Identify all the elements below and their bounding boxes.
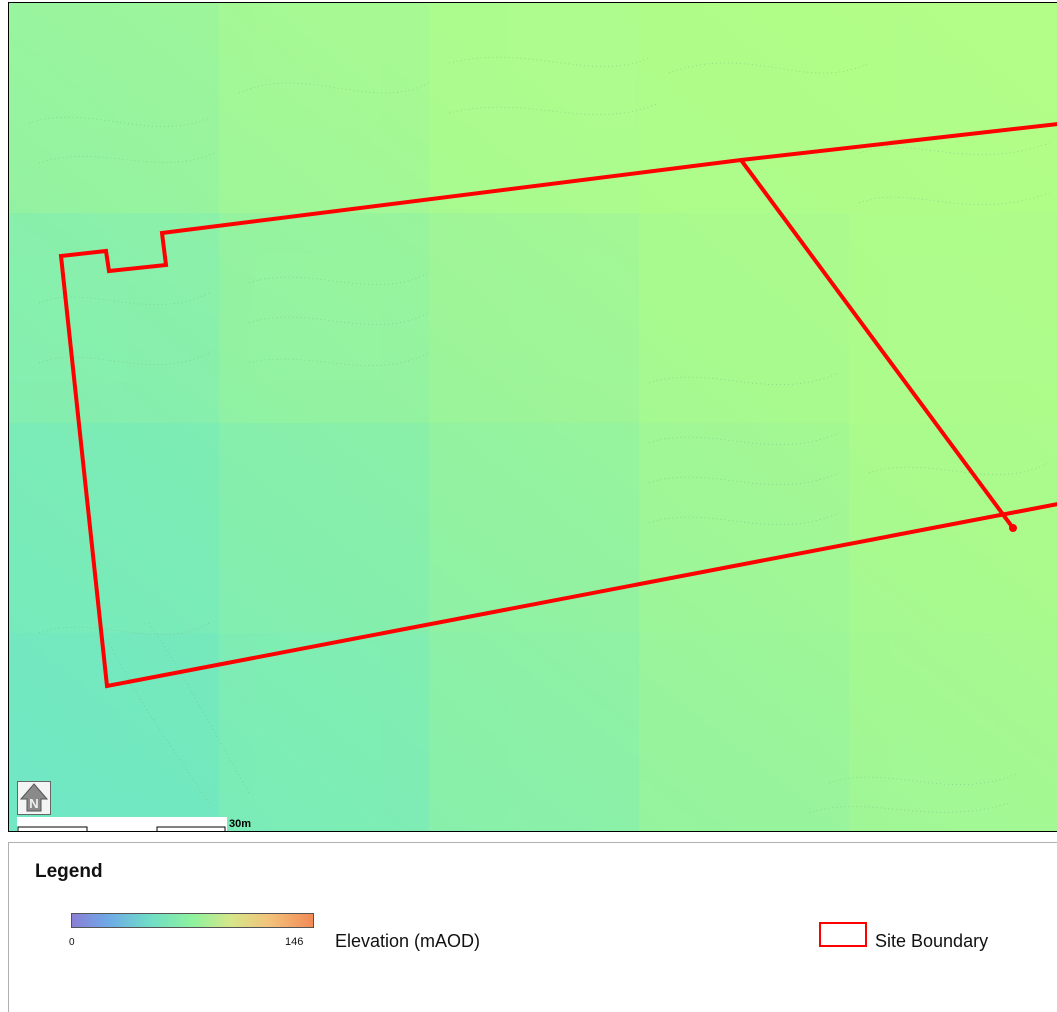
tile	[639, 633, 849, 831]
elevation-label: Elevation (mAOD)	[335, 931, 481, 951]
tile	[219, 423, 429, 633]
site-boundary-subdivision	[739, 158, 1015, 530]
tile	[9, 3, 219, 213]
scale-bar-graphic	[17, 817, 227, 831]
map-view[interactable]: N 30m	[8, 2, 1057, 832]
north-letter: N	[29, 796, 38, 811]
tile	[429, 213, 639, 423]
tile	[639, 213, 849, 423]
tile	[9, 423, 219, 633]
contour-lines	[28, 56, 1050, 814]
site-boundary-label: Site Boundary	[875, 931, 989, 951]
tile	[639, 423, 849, 633]
tile	[849, 633, 1057, 831]
tile	[219, 213, 429, 423]
tile	[219, 633, 429, 831]
elevation-tiles	[9, 3, 1057, 831]
tile	[219, 3, 429, 213]
site-boundary	[58, 122, 1057, 689]
scale-label: 30m	[229, 818, 252, 830]
tile	[429, 423, 639, 633]
tile	[429, 633, 639, 831]
north-arrow-icon: N	[17, 781, 51, 815]
tile	[9, 213, 219, 423]
tile	[429, 3, 639, 213]
tile	[849, 213, 1057, 423]
tile	[639, 3, 849, 213]
ramp-max-label: 146	[285, 936, 304, 948]
site-boundary-outline	[58, 122, 1057, 689]
ramp-min-label: 0	[69, 937, 75, 948]
legend-panel: Legend 0 146 Elevation (mAOD) Site Bound…	[8, 842, 1057, 1012]
legend-title: Legend	[35, 861, 103, 882]
tile	[849, 3, 1057, 213]
site-boundary-swatch	[819, 922, 867, 947]
elevation-color-ramp	[71, 913, 314, 928]
scale-bar: 30m	[17, 817, 257, 831]
elevation-map	[9, 3, 1057, 831]
tile	[849, 423, 1057, 633]
boundary-vertex	[1009, 524, 1017, 532]
